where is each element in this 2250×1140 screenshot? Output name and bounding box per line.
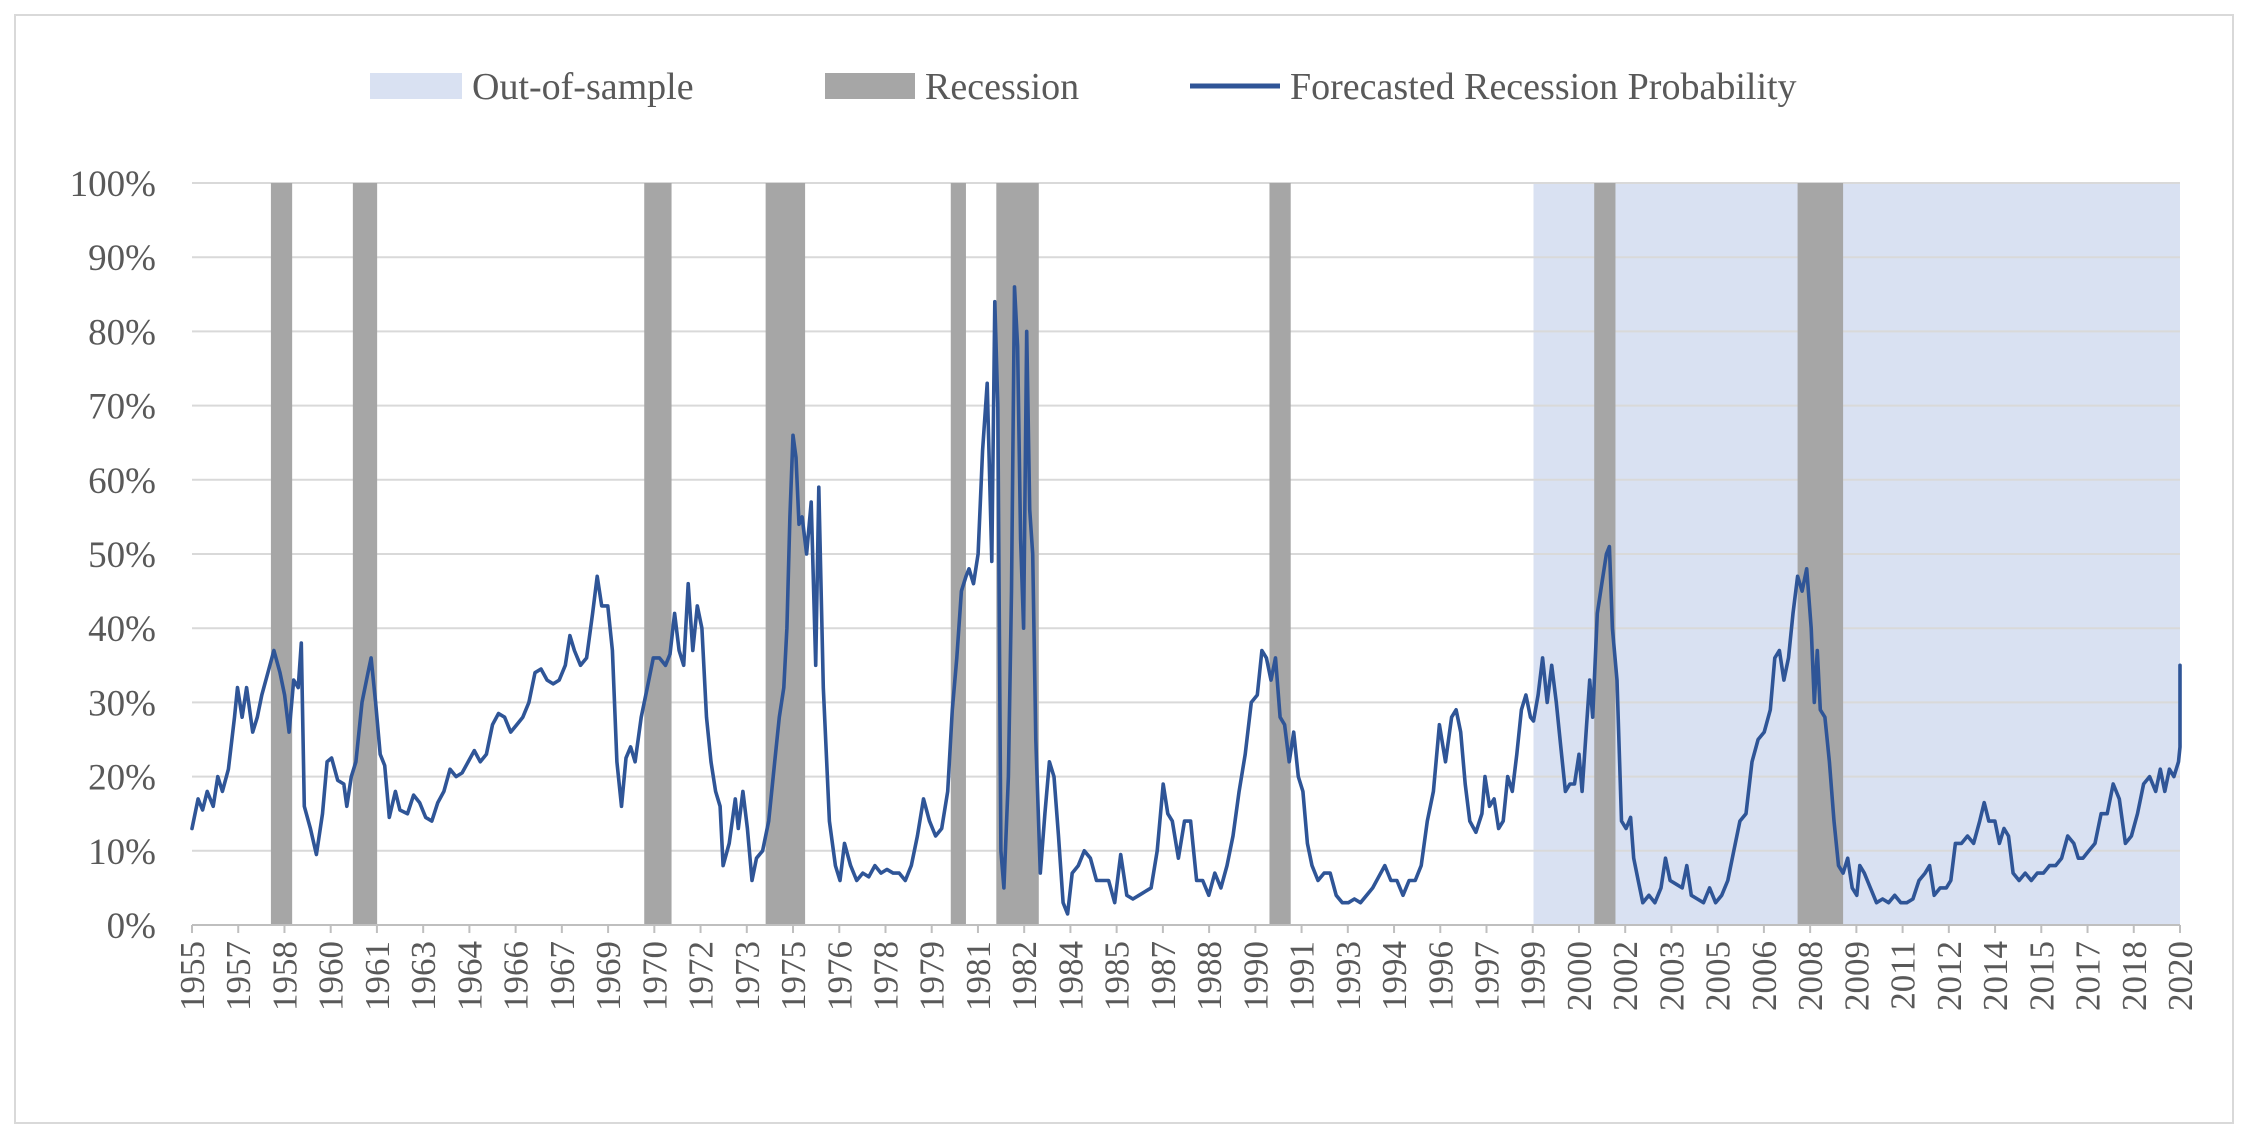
x-tick-label: 2012 [1930,941,1969,1011]
y-tick-label: 70% [88,387,156,428]
x-tick-label: 1963 [404,941,443,1011]
x-tick-label: 1994 [1375,941,1414,1011]
y-tick-label: 30% [88,683,156,724]
x-tick-label: 2002 [1606,941,1645,1011]
x-tick-label: 1978 [866,941,905,1011]
recession-bar [765,183,806,925]
x-tick-label: 1961 [358,941,397,1011]
x-tick-label: 1955 [173,941,212,1011]
x-tick-label: 1984 [1051,941,1090,1011]
x-tick-label: 1982 [1005,941,1044,1011]
recession-bar [270,183,293,925]
x-tick-label: 1999 [1514,941,1553,1011]
x-tick-label: 1957 [219,941,258,1011]
plot-area: 0%10%20%30%40%50%60%70%80%90%100%1955 195… [70,164,2200,1011]
x-tick-label: 1987 [1144,941,1183,1011]
x-tick-label: 1981 [959,941,998,1011]
legend: Out-of-sample Recession Forecasted Recessi… [370,66,1797,108]
series-line [190,285,2182,916]
x-tick-label: 2018 [2115,941,2154,1011]
recession-bar [644,183,672,925]
x-tick-label: 1979 [913,941,952,1011]
x-tick-label: 1960 [312,941,351,1011]
x-tick-label: 2008 [1791,941,1830,1011]
y-tick-label: 40% [88,609,156,650]
x-tick-label: 2009 [1837,941,1876,1011]
x-tick-label: 2011 [1884,941,1923,1010]
x-tick-label: 2017 [2069,941,2108,1011]
x-tick-label: 1970 [635,941,674,1011]
x-tick-label: 1958 [265,941,304,1011]
x-tick-label: 1973 [728,941,767,1011]
y-tick-label: 100% [70,164,156,205]
y-tick-label: 0% [107,906,156,947]
x-tick-label: 1976 [820,941,859,1011]
x-tick-label: 1988 [1190,941,1229,1011]
x-tick-label: 2005 [1699,941,1738,1011]
x-tick-label: 1969 [589,941,628,1011]
legend-swatch-recession [825,73,915,99]
legend-label: Recession [925,66,1079,108]
x-tick-label: 2000 [1560,941,1599,1011]
recession-bar [1269,183,1291,925]
legend-label: Forecasted Recession Probability [1290,66,1797,108]
legend-label: Out-of-sample [472,66,694,108]
x-tick-label: 1993 [1329,941,1368,1011]
x-tick-label: 1990 [1236,941,1275,1011]
y-tick-label: 20% [88,758,156,799]
legend-swatch-out-of-sample [370,73,462,99]
x-tick-label: 1972 [682,941,721,1011]
x-tick-label: 1997 [1468,941,1507,1011]
x-tick-label: 1996 [1421,941,1460,1011]
x-tick-label: 2020 [2161,941,2200,1011]
x-tick-label: 2015 [2022,941,2061,1011]
recession-bar [950,183,966,925]
x-tick-label: 1985 [1098,941,1137,1011]
x-tick-label: 2006 [1745,941,1784,1011]
y-tick-label: 90% [88,238,156,279]
y-tick-label: 10% [88,832,156,873]
x-tick-label: 1975 [774,941,813,1011]
x-tick-label: 1991 [1283,941,1322,1011]
y-tick-label: 60% [88,461,156,502]
x-tick-label: 2014 [1976,941,2015,1011]
recession-bar [1797,183,1844,925]
x-tick-label: 1966 [497,941,536,1011]
y-tick-label: 50% [88,535,156,576]
x-tick-label: 2003 [1652,941,1691,1011]
recession-bar [352,183,378,925]
x-tick-label: 1967 [543,941,582,1011]
y-tick-label: 80% [88,312,156,353]
x-tick-label: 1964 [450,941,489,1011]
